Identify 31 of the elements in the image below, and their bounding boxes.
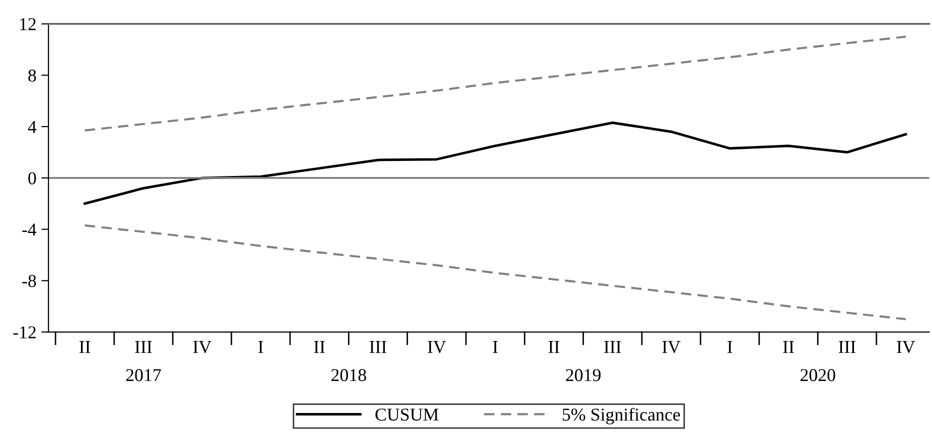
x-tick-label: IV bbox=[193, 341, 212, 354]
y-tick-label: -4 bbox=[22, 224, 36, 236]
x-tick-label: I bbox=[492, 341, 498, 353]
y-tick-label: -12 bbox=[13, 326, 36, 338]
text: 2017 bbox=[126, 369, 161, 382]
y-tick-label: 0 bbox=[28, 172, 36, 184]
x-tick-label: IV bbox=[662, 341, 681, 354]
y-tick-label: 4 bbox=[28, 120, 36, 133]
text: 2020 bbox=[800, 369, 836, 382]
x-tick-label: III bbox=[838, 341, 856, 353]
x-tick-label: II bbox=[314, 341, 325, 353]
x-tick-label: IV bbox=[428, 341, 446, 354]
x-tick-label: III bbox=[370, 341, 386, 353]
x-tick-label: IV bbox=[896, 341, 916, 354]
x-tick-label: II bbox=[783, 341, 794, 353]
x-tick-label: III bbox=[604, 341, 621, 353]
line-series bbox=[84, 36, 907, 132]
text: 2019 bbox=[566, 369, 601, 382]
x-tick-label: II bbox=[548, 341, 560, 353]
line-series bbox=[84, 224, 907, 320]
line-series bbox=[84, 121, 907, 205]
y-tick-label: 12 bbox=[20, 18, 36, 30]
text: 2018 bbox=[331, 369, 366, 382]
x-tick-label: I bbox=[727, 341, 732, 353]
x-tick-label: I bbox=[258, 341, 264, 353]
legend-label: CUSUM bbox=[375, 408, 438, 421]
x-tick-label: II bbox=[79, 341, 90, 353]
x-tick-label: III bbox=[135, 341, 152, 353]
y-tick-label: 8 bbox=[28, 69, 36, 82]
y-tick-label: -8 bbox=[22, 274, 36, 288]
legend-label: 5% Significance bbox=[562, 408, 680, 424]
